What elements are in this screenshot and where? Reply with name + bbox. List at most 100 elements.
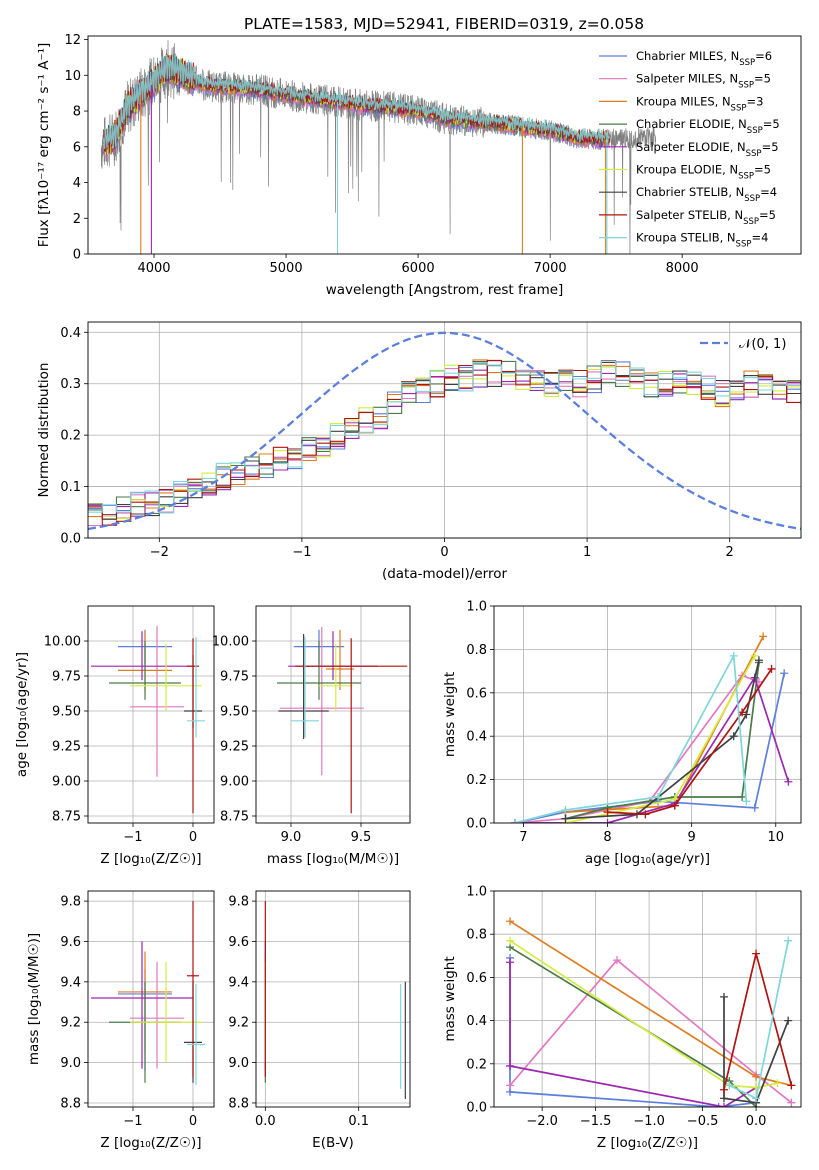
residuals-ytick-label: 0.2 [60, 429, 81, 444]
spectrum-xtick-label: 5000 [270, 261, 303, 276]
mass-weight-marker [719, 1103, 728, 1107]
figure-title: PLATE=1583, MJD=52941, FIBERID=0319, z=0… [244, 15, 644, 33]
residuals-ytick-label: 0.4 [60, 326, 81, 341]
spectrum-ytick-label: 2 [73, 212, 81, 227]
spectrum-plot-area [100, 39, 657, 254]
mass-weight-marker [759, 632, 768, 641]
residuals-xtick-label: −1 [292, 545, 311, 560]
mass-weight-marker [784, 936, 793, 945]
mass-weight-vs-age-axes: 7 8 9 10 0.0 0.2 0.4 0.6 0.8 1.0 age [log₁₀(age/yr… [442, 600, 802, 867]
mass-weight-vs-age-xtick-label: 9 [688, 830, 696, 845]
mass-weight-marker [506, 917, 515, 926]
mass-weight-vs-Z-plot-area [506, 917, 796, 1107]
residuals-xtick-label: 1 [583, 545, 591, 560]
mass-weight-vs-age-xlabel: age [log₁₀(age/yr)] [585, 851, 710, 867]
residuals-plot-area [88, 331, 801, 531]
mass-weight-marker [506, 1081, 515, 1090]
mass-weight-vs-age-ytick-label: 0.4 [466, 730, 487, 745]
residuals-ytick-label: 0.0 [60, 532, 81, 547]
mass-vs-EBV-frame [255, 890, 411, 1108]
mass-vs-Z-frame [87, 890, 215, 1108]
age-vs-Z-ylabel: age [log₁₀(age/yr)] [14, 652, 30, 777]
mass-weight-marker [738, 792, 747, 801]
legend-label: Chabrier STELIB, NSSP=4 [636, 185, 777, 204]
legend-label: Salpeter ELODIE, NSSP=5 [636, 140, 779, 159]
mass-vs-Z-plot-area [91, 901, 205, 1085]
legend-label: Salpeter STELIB, NSSP=5 [636, 208, 776, 227]
mass-weight-vs-Z-xtick-label: −1.5 [580, 1114, 612, 1129]
mass-weight-vs-Z-ytick-label: 0.0 [466, 1101, 487, 1116]
mass-weight-marker [654, 792, 663, 801]
mass-weight-vs-Z-xtick-label: −2.0 [526, 1114, 558, 1129]
mass-weight-marker [714, 1103, 723, 1107]
mass-vs-EBV-ytick-label: 8.8 [228, 1096, 249, 1111]
spectrum-xlabel: wavelength [Angstrom, rest frame] [326, 282, 564, 298]
mass-weight-vs-age-frame [493, 605, 802, 824]
mass-weight-marker [641, 810, 650, 819]
spectrum-ytick-label: 6 [73, 140, 81, 155]
age-vs-mass-ytick-label: 10.00 [212, 635, 249, 650]
mass-weight-marker [613, 956, 622, 965]
mass-vs-Z-ytick-label: 9.2 [60, 1016, 81, 1031]
mass-vs-Z-ytick-label: 9.8 [60, 895, 81, 910]
age-vs-Z-ytick-label: 9.25 [52, 740, 81, 755]
residuals-xlabel: (data-model)/error [382, 566, 508, 582]
spectrum-xtick-label: 8000 [666, 261, 699, 276]
spectrum-ytick-label: 12 [64, 33, 81, 48]
mass-weight-marker [506, 1061, 515, 1070]
mass-weight-vs-Z-ylabel: mass weight [442, 956, 458, 1041]
mass-weight-vs-Z-xtick-label: −0.5 [687, 1114, 719, 1129]
gaussian-legend-label: 𝒩(0, 1) [739, 337, 786, 352]
mass-vs-Z-ytick-label: 9.4 [60, 975, 81, 990]
legend-label: Chabrier ELODIE, NSSP=5 [636, 117, 780, 136]
mass-weight-marker [780, 669, 789, 678]
age-vs-mass-ytick-label: 9.00 [220, 775, 249, 790]
age-vs-mass-axes: 9.0 9.5 8.75 9.00 9.25 9.50 9.75 10.00 mass [log… [212, 605, 411, 867]
mass-weight-marker [773, 1079, 782, 1088]
mass-weight-vs-age-xtick-label: 7 [519, 830, 527, 845]
mass-vs-EBV-ytick-label: 9.6 [228, 935, 249, 950]
mass-vs-Z-ylabel: mass [log₁₀(M/M☉)] [26, 933, 42, 1065]
mass-weight-marker [561, 805, 570, 814]
spectrum-ytick-label: 8 [73, 105, 81, 120]
spectrum-axes: 4000 5000 6000 7000 8000 0 2 4 6 8 10 12 wavelength … [36, 33, 802, 298]
mass-weight-marker [767, 664, 776, 673]
mass-weight-vs-age-xtick-label: 8 [603, 830, 611, 845]
age-vs-Z-ytick-label: 9.75 [52, 670, 81, 685]
legend-label: Kroupa MILES, NSSP=3 [636, 94, 763, 113]
spectrum-ytick-label: 4 [73, 176, 81, 191]
legend-label: Salpeter MILES, NSSP=5 [636, 72, 771, 91]
mass-weight-vs-Z-xtick-label: 0.0 [746, 1114, 767, 1129]
mass-vs-EBV-ytick-label: 9.8 [228, 895, 249, 910]
spectrum-xtick-label: 4000 [137, 261, 170, 276]
age-vs-Z-plot-area [91, 625, 205, 814]
mass-weight-marker [603, 808, 612, 817]
mass-weight-marker [506, 936, 515, 945]
mass-weight-vs-Z-ytick-label: 0.2 [466, 1057, 487, 1072]
mass-weight-marker [511, 819, 520, 823]
mass-vs-Z-ytick-label: 8.8 [60, 1096, 81, 1111]
gaussian-reference-curve [88, 331, 801, 531]
mass-weight-vs-Z-ytick-label: 0.8 [466, 928, 487, 943]
spectrum-xtick-label: 7000 [534, 261, 567, 276]
mass-weight-vs-age-ytick-label: 0.8 [466, 643, 487, 658]
mass-vs-EBV-ytick-label: 9.4 [228, 975, 249, 990]
spectrum-ytick-label: 0 [73, 248, 81, 263]
spectrum-ylabel: Flux [fλ10⁻¹⁷ erg cm⁻² s⁻¹ A⁻¹] [36, 43, 52, 248]
mass-weight-marker [750, 651, 759, 660]
mass-weight-vs-Z-xtick-label: −1.0 [633, 1114, 665, 1129]
mass-weight-marker [784, 777, 793, 786]
mass-weight-marker [725, 1081, 734, 1090]
mass-weight-line [509, 939, 778, 1089]
age-vs-Z-xtick-label: 0 [189, 830, 197, 845]
mass-weight-marker [670, 801, 679, 810]
mass-weight-vs-age-plot-area [511, 632, 793, 823]
legend-label: Chabrier MILES, NSSP=6 [636, 49, 772, 68]
mass-vs-Z-xlabel: Z [log₁₀(Z/Z☉)] [100, 1135, 201, 1151]
mass-weight-marker [742, 710, 751, 719]
age-vs-mass-xtick-label: 9.5 [351, 830, 372, 845]
mass-vs-Z-ytick-label: 9.6 [60, 935, 81, 950]
age-vs-mass-xlabel: mass [log₁₀(M/M☉)] [267, 851, 399, 867]
mass-weight-vs-age-xtick-label: 10 [767, 830, 784, 845]
age-vs-mass-plot-area [277, 627, 408, 814]
